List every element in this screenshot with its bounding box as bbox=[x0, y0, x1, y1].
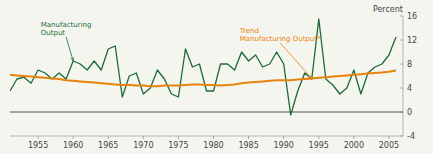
x-tick-label: 1980 bbox=[203, 141, 223, 150]
x-tick bbox=[318, 136, 319, 139]
plot-area bbox=[10, 19, 403, 115]
x-tick-label: 1970 bbox=[133, 141, 153, 150]
y-axis-line bbox=[403, 16, 404, 136]
x-tick bbox=[213, 136, 214, 139]
x-tick bbox=[108, 136, 109, 139]
y-tick-label: 4 bbox=[407, 84, 412, 93]
x-tick bbox=[353, 136, 354, 139]
annotation-arrow bbox=[280, 43, 312, 78]
x-tick-label: 1995 bbox=[309, 141, 329, 150]
x-tick bbox=[178, 136, 179, 139]
y-tick bbox=[400, 136, 403, 137]
x-tick bbox=[73, 136, 74, 139]
background bbox=[0, 0, 433, 154]
annotation-line: Manufacturing bbox=[41, 21, 92, 29]
x-tick bbox=[283, 136, 284, 139]
chart: 1955 1960 1965 1970 1975 1980 1985 1990 1995 2000… bbox=[0, 0, 433, 154]
x-tick-label: 1985 bbox=[238, 141, 258, 150]
y-tick bbox=[400, 40, 403, 41]
y-tick-label: 16 bbox=[407, 12, 417, 21]
y-tick-label: -4 bbox=[407, 132, 415, 141]
y-tick-label: 0 bbox=[407, 108, 412, 117]
x-tick-label: 1965 bbox=[98, 141, 118, 150]
zero-line bbox=[10, 112, 403, 113]
y-tick bbox=[400, 88, 403, 89]
x-tick-label: 1960 bbox=[63, 141, 83, 150]
y-tick-label: 12 bbox=[407, 36, 417, 45]
y-tick bbox=[400, 64, 403, 65]
x-tick-label: 2005 bbox=[379, 141, 399, 150]
x-tick-label: 1955 bbox=[28, 141, 48, 150]
x-tick bbox=[388, 136, 389, 139]
x-tick bbox=[38, 136, 39, 139]
x-tick bbox=[248, 136, 249, 139]
x-tick-label: 1975 bbox=[168, 141, 188, 150]
series-line bbox=[10, 71, 396, 87]
annotation-line: Trend bbox=[239, 27, 259, 35]
y-axis-label: Percent bbox=[373, 5, 403, 14]
series-line bbox=[10, 19, 396, 115]
annotation-line: Output bbox=[41, 29, 66, 37]
annotation: TrendManufacturing Output* bbox=[239, 27, 321, 43]
y-tick-label: 8 bbox=[407, 60, 412, 69]
x-tick-label: 2000 bbox=[344, 141, 364, 150]
annotation-line: Manufacturing Output* bbox=[240, 35, 321, 43]
annotation: ManufacturingOutput bbox=[41, 21, 92, 37]
x-tick bbox=[143, 136, 144, 139]
y-tick bbox=[400, 16, 403, 17]
x-tick-label: 1990 bbox=[274, 141, 294, 150]
x-axis-line bbox=[10, 136, 403, 137]
annotation-arrow bbox=[66, 37, 73, 61]
